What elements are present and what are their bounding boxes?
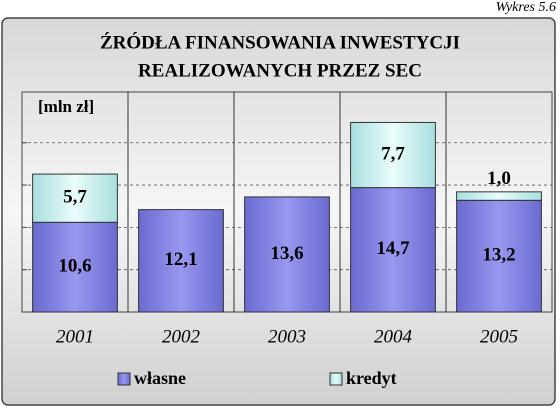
- x-tick-label: 2003: [268, 326, 306, 347]
- data-label: 13,6: [270, 243, 303, 264]
- bar-segment: [350, 187, 436, 313]
- x-tick-label: 2005: [480, 326, 518, 347]
- data-label: 14,7: [376, 238, 410, 259]
- data-label: 13,2: [482, 245, 515, 266]
- data-label: 12,1: [164, 249, 197, 270]
- x-tick-label: 2004: [374, 326, 413, 347]
- data-label: 10,6: [58, 256, 91, 277]
- bar-segment: [138, 209, 224, 313]
- bar-segment: [32, 173, 118, 223]
- data-label: 1,0: [487, 168, 511, 189]
- legend-swatch: [329, 372, 343, 386]
- bar-segment: [456, 191, 542, 201]
- bar-segment: [244, 196, 330, 313]
- data-label: 7,7: [381, 143, 405, 164]
- chart-title: ŹRÓDŁA FINANSOWANIA INWESTYCJI: [100, 31, 460, 53]
- bar-segment: [350, 121, 436, 189]
- caption: Wykres 5.6: [496, 0, 556, 15]
- legend-label: własne: [134, 368, 186, 388]
- legend-label: kredyt: [346, 368, 397, 388]
- chart-title: REALIZOWANYCH PRZEZ SEC: [138, 60, 422, 81]
- legend-swatch: [117, 372, 131, 386]
- data-label: 5,7: [63, 187, 87, 208]
- x-tick-label: 2001: [56, 326, 94, 347]
- y-axis-label: [mln zł]: [38, 97, 94, 116]
- bar-segment: [456, 199, 542, 313]
- x-tick-label: 2002: [162, 326, 201, 347]
